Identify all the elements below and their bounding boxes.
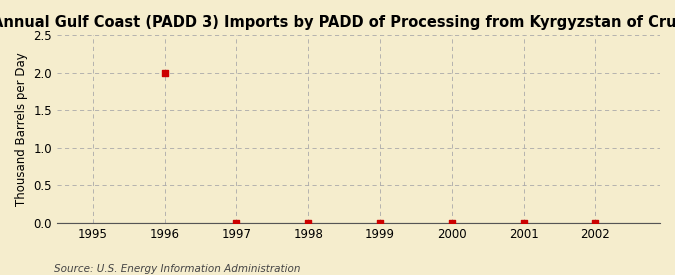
Point — [518, 221, 529, 225]
Y-axis label: Thousand Barrels per Day: Thousand Barrels per Day — [15, 52, 28, 206]
Text: Source: U.S. Energy Information Administration: Source: U.S. Energy Information Administ… — [54, 264, 300, 274]
Point — [375, 221, 385, 225]
Point — [446, 221, 457, 225]
Point — [159, 71, 170, 75]
Point — [231, 221, 242, 225]
Point — [303, 221, 314, 225]
Title: Annual Gulf Coast (PADD 3) Imports by PADD of Processing from Kyrgyzstan of Crud: Annual Gulf Coast (PADD 3) Imports by PA… — [0, 15, 675, 30]
Point — [590, 221, 601, 225]
